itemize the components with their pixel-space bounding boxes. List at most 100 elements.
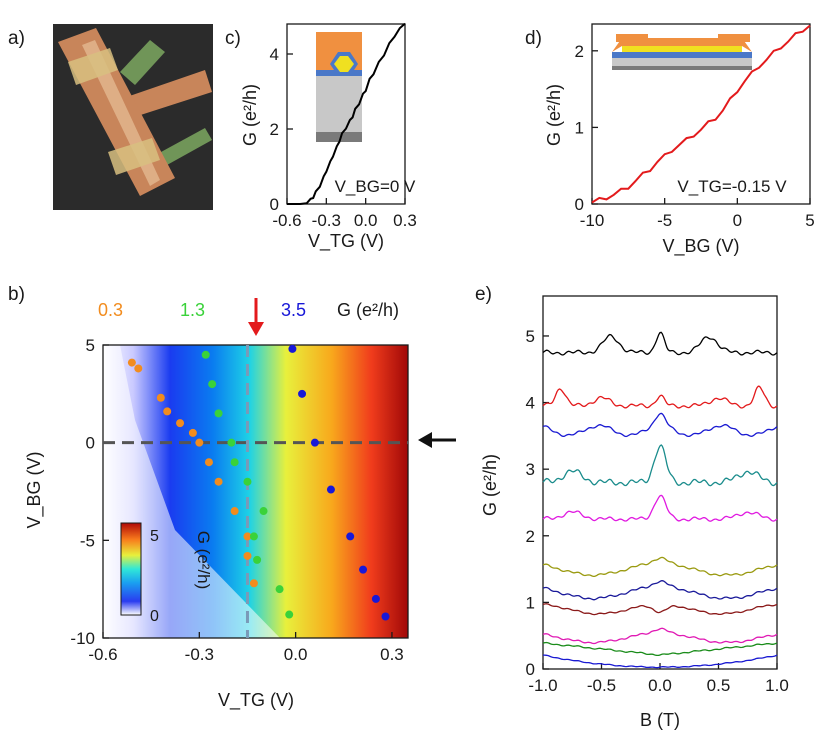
vbg-cut-arrow-icon — [418, 432, 456, 448]
contour-point-1.3 — [285, 610, 294, 619]
contour-point-0.3 — [127, 358, 136, 367]
panel-e-chart: -1.0 -0.5 0.0 0.5 1.0 0 1 2 3 4 5 B (T) G (e²/h) — [480, 295, 789, 730]
contour-point-1.3 — [214, 409, 223, 418]
contour-point-1.3 — [230, 458, 239, 467]
panel-c-frame — [286, 23, 406, 205]
contour-point-0.3 — [214, 477, 223, 486]
panel-e-trace3 — [542, 412, 778, 438]
contour-point-3.5 — [326, 485, 335, 494]
contour-point-3.5 — [381, 612, 390, 621]
panel-e-ytick-label: 0 — [526, 660, 535, 679]
contour-point-3.5 — [346, 532, 355, 541]
panel-c-xtick-label: 0.0 — [354, 211, 378, 230]
panel-label-e: e) — [475, 284, 492, 305]
panel-e-trace1 — [542, 331, 778, 356]
panel-e-trace5 — [542, 494, 778, 522]
panel-d-xlabel: V_BG (V) — [662, 236, 739, 257]
panel-c-series-line — [287, 22, 406, 205]
contour-point-1.3 — [253, 555, 262, 564]
panel-e-ytick-label: 1 — [526, 593, 535, 612]
panel-b-xtick-label: 0.0 — [284, 645, 308, 664]
contour-point-0.3 — [243, 551, 252, 560]
panel-e-ytick-label: 2 — [526, 527, 535, 546]
panel-e-xtick-label: 0.0 — [648, 676, 672, 695]
panel-b-xlabel: V_TG (V) — [218, 690, 294, 711]
panel-e-ytick-label: 3 — [526, 460, 535, 479]
contour-point-0.3 — [230, 507, 239, 516]
panel-b-xtick-label: -0.6 — [88, 645, 117, 664]
contour-point-3.5 — [359, 565, 368, 574]
contour-point-0.3 — [204, 458, 213, 467]
panel-b-chart: -0.6 -0.3 0.0 0.350-5-10 5 0 G (e²/h) 0.3 1… — [24, 298, 456, 711]
panel-e-xlabel: B (T) — [640, 710, 680, 730]
panel-c-chart: -0.6 -0.3 0.0 0.3 0 2 4 V_BG=0 V V_TG (V) G (e… — [240, 22, 417, 252]
colorbar-min-label: 0 — [150, 608, 159, 625]
colorbar-label: G (e²/h) — [194, 531, 213, 590]
panel-e-frame — [542, 295, 778, 670]
panel-e-trace7 — [542, 580, 778, 601]
panel-b-xtick-label: 0.3 — [380, 645, 404, 664]
contour-point-1.3 — [243, 477, 252, 486]
contour-point-3.5 — [288, 344, 297, 353]
panel-e-trace2 — [542, 385, 778, 409]
panel-b-xtick-label: -0.3 — [185, 645, 214, 664]
panel-b-ylabel: V_BG (V) — [24, 451, 45, 528]
legend-level-mid: 1.3 — [180, 300, 205, 320]
contour-point-1.3 — [201, 350, 210, 359]
panel-e-ytick-label: 4 — [526, 394, 535, 413]
panel-e-xtick-label: 0.5 — [707, 676, 731, 695]
panel-b-ytick-label: 0 — [86, 434, 95, 453]
contour-point-0.3 — [156, 393, 165, 402]
contour-point-1.3 — [275, 585, 284, 594]
heatmap-colorbar — [120, 522, 142, 616]
legend-level-high: 3.5 — [281, 300, 306, 320]
panel-c-inset — [316, 32, 362, 142]
panel-d-frame — [591, 23, 811, 205]
panel-b-ytick-label: -5 — [80, 531, 95, 550]
panel-c-xtick-label: -0.6 — [272, 211, 301, 230]
panel-e-trace11 — [543, 654, 778, 669]
panel-d-ytick-label: 0 — [575, 195, 584, 214]
panel-c-xlabel: V_TG (V) — [308, 231, 384, 252]
panel-e-trace4 — [542, 444, 778, 487]
panel-e-ytick-label: 5 — [526, 327, 535, 346]
panel-e-xtick-label: 1.0 — [765, 676, 789, 695]
panel-b-frame — [102, 344, 409, 639]
panel-d-ytick-label: 1 — [575, 118, 584, 137]
contour-point-1.3 — [259, 507, 268, 516]
panel-d-annotation: V_TG=-0.15 V — [677, 177, 787, 196]
contour-point-3.5 — [310, 438, 319, 447]
panel-c-annotation: V_BG=0 V — [335, 177, 416, 196]
panel-e-trace8 — [542, 603, 778, 616]
panel-d-series-line — [591, 24, 811, 204]
panel-d-ytick-label: 2 — [575, 42, 584, 61]
panel-e-ylabel: G (e²/h) — [480, 454, 500, 516]
legend-level-low: 0.3 — [98, 300, 123, 320]
vtg-cut-arrow-icon — [248, 298, 264, 336]
panel-c-ylabel: G (e²/h) — [240, 84, 260, 146]
panel-d-xtick-label: -5 — [657, 211, 672, 230]
panel-d-ylabel: G (e²/h) — [544, 84, 564, 146]
panel-e-xtick-label: -1.0 — [528, 676, 557, 695]
panel-b-ytick-label: -10 — [70, 629, 95, 648]
panel-e-trace6 — [542, 556, 778, 578]
contour-point-0.3 — [134, 364, 143, 373]
panel-d-chart: -10 -5 0 5 0 1 2 V_TG=-0.15 V V_BG (V) G (e²/h… — [544, 23, 815, 257]
contour-point-3.5 — [371, 594, 380, 603]
panel-c-ytick-label: 0 — [270, 195, 279, 214]
heatmap-low-region — [103, 345, 280, 638]
panel-d-inset — [612, 34, 752, 70]
panel-b-ytick-label: 5 — [86, 336, 95, 355]
contour-point-0.3 — [176, 419, 185, 428]
panel-label-a: a) — [8, 28, 25, 49]
contour-point-0.3 — [163, 407, 172, 416]
contour-point-0.3 — [188, 428, 197, 437]
contour-point-0.3 — [195, 438, 204, 447]
contour-point-0.3 — [249, 579, 258, 588]
contour-point-1.3 — [227, 438, 236, 447]
panel-e-trace9 — [542, 627, 778, 645]
panel-d-xtick-label: -10 — [580, 211, 605, 230]
contour-point-1.3 — [249, 532, 258, 541]
panel-e-xtick-label: -0.5 — [587, 676, 616, 695]
